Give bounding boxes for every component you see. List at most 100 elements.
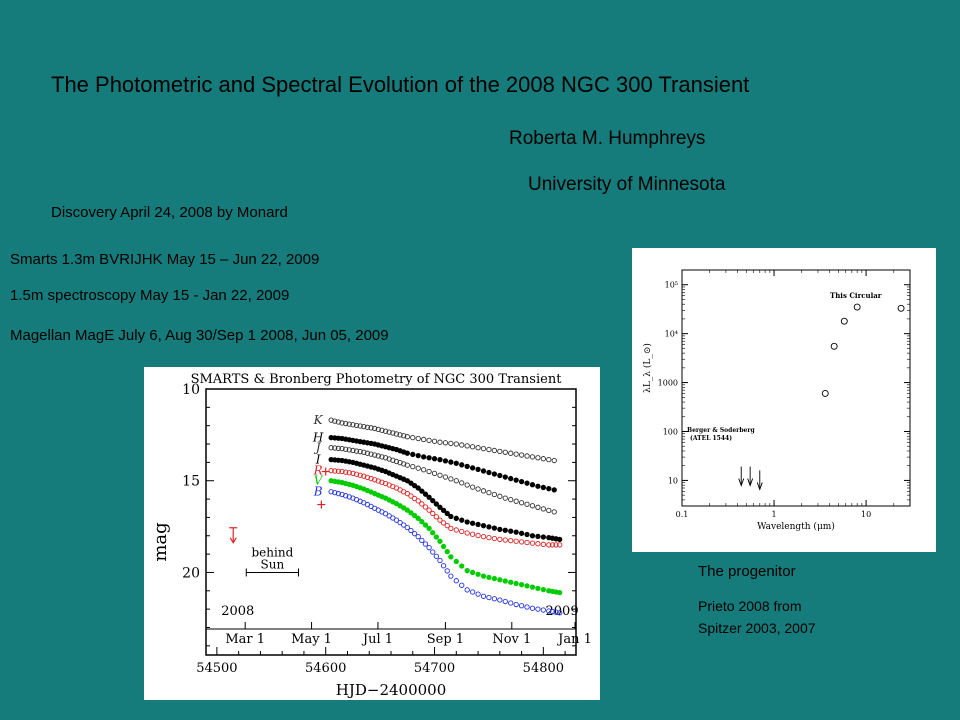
lc-y-tick-label: 20 xyxy=(182,565,200,581)
data-point xyxy=(518,452,525,458)
lc-x-tick-label: 54500 xyxy=(196,661,237,676)
series-label: J xyxy=(313,441,322,455)
data-point xyxy=(529,605,536,611)
data-point xyxy=(529,482,536,488)
data-point xyxy=(502,598,508,605)
data-point xyxy=(404,450,410,456)
data-point xyxy=(535,455,541,461)
data-point xyxy=(440,520,447,526)
data-point xyxy=(442,474,449,480)
data-point xyxy=(480,468,487,474)
sed-upper-limit xyxy=(756,482,763,491)
series-label: R xyxy=(313,464,323,478)
sed-y-tick-label: 100 xyxy=(663,427,678,436)
data-point xyxy=(431,456,438,462)
data-point xyxy=(469,520,476,526)
data-point xyxy=(513,538,519,544)
progenitor-caption: The progenitor xyxy=(698,563,796,580)
data-point xyxy=(426,494,432,500)
data-point xyxy=(431,470,438,477)
sed-point xyxy=(897,304,905,312)
data-point xyxy=(382,428,389,434)
behind-sun-label: Sun xyxy=(261,557,285,571)
data-point xyxy=(328,489,334,495)
data-point xyxy=(459,462,465,468)
data-point xyxy=(379,427,385,433)
data-point xyxy=(486,469,492,476)
data-point xyxy=(404,434,410,440)
data-point xyxy=(433,501,439,507)
data-point xyxy=(529,540,536,546)
data-point xyxy=(411,495,418,502)
light-curve-svg: SMARTS & Bronberg Photometry of NGC 300 … xyxy=(150,372,592,699)
lc-y-tick-label: 10 xyxy=(182,382,200,398)
data-point xyxy=(448,440,454,447)
data-point xyxy=(453,515,459,521)
data-point xyxy=(459,563,465,569)
data-point xyxy=(497,536,503,543)
lc-date-label: Jul 1 xyxy=(361,632,393,647)
data-point xyxy=(480,488,487,494)
data-point xyxy=(497,493,503,499)
data-point xyxy=(513,477,519,483)
data-point xyxy=(508,497,514,503)
data-point xyxy=(372,425,378,432)
data-point xyxy=(404,507,410,513)
series-label: K xyxy=(313,413,324,427)
data-point xyxy=(426,468,432,475)
data-point xyxy=(411,512,418,519)
data-point xyxy=(524,453,530,459)
data-point xyxy=(535,585,541,591)
data-point xyxy=(513,451,519,457)
data-point xyxy=(357,423,363,429)
data-point xyxy=(551,457,557,464)
data-point xyxy=(475,571,481,577)
lc-x-tick-label: 54700 xyxy=(414,661,455,676)
data-point xyxy=(419,519,425,525)
data-point xyxy=(332,489,338,496)
data-point xyxy=(524,501,530,507)
data-point xyxy=(535,504,541,510)
data-point xyxy=(551,487,557,493)
data-point xyxy=(502,495,508,501)
data-point xyxy=(486,574,492,580)
light-curve-title: SMARTS & Bronberg Photometry of NGC 300 … xyxy=(191,372,563,387)
data-point xyxy=(448,525,454,532)
data-point xyxy=(415,498,421,504)
data-point xyxy=(524,583,530,589)
lc-year-label: 2008 xyxy=(221,604,254,619)
data-point xyxy=(502,578,508,584)
data-point xyxy=(508,450,514,456)
data-point xyxy=(475,466,481,473)
data-point xyxy=(437,439,443,445)
data-point xyxy=(372,452,378,458)
data-point xyxy=(535,483,541,489)
sed-legend-label: This Circular xyxy=(830,291,882,300)
data-point xyxy=(518,478,525,485)
lc-x-tick-label: 54600 xyxy=(305,661,346,676)
data-point xyxy=(433,553,439,559)
data-point xyxy=(502,449,508,455)
sed-ylabel: λL_λ (L_⊙) xyxy=(642,343,653,393)
data-point xyxy=(459,528,465,535)
data-point xyxy=(339,420,345,426)
data-point xyxy=(415,435,421,442)
data-point xyxy=(448,476,454,482)
data-point xyxy=(524,604,530,610)
data-point xyxy=(448,513,454,520)
data-point xyxy=(469,484,476,490)
data-point xyxy=(411,482,418,489)
data-point xyxy=(486,534,492,541)
data-point xyxy=(491,535,498,542)
data-point xyxy=(346,447,352,453)
data-point xyxy=(422,541,429,547)
data-point xyxy=(357,472,363,478)
data-point xyxy=(404,462,410,468)
data-point xyxy=(529,503,536,509)
data-point xyxy=(540,534,547,540)
data-point xyxy=(549,542,556,548)
data-point xyxy=(426,525,432,532)
lc-x-tick-label: 54800 xyxy=(523,661,564,676)
data-point xyxy=(529,584,536,590)
data-point xyxy=(524,539,530,546)
